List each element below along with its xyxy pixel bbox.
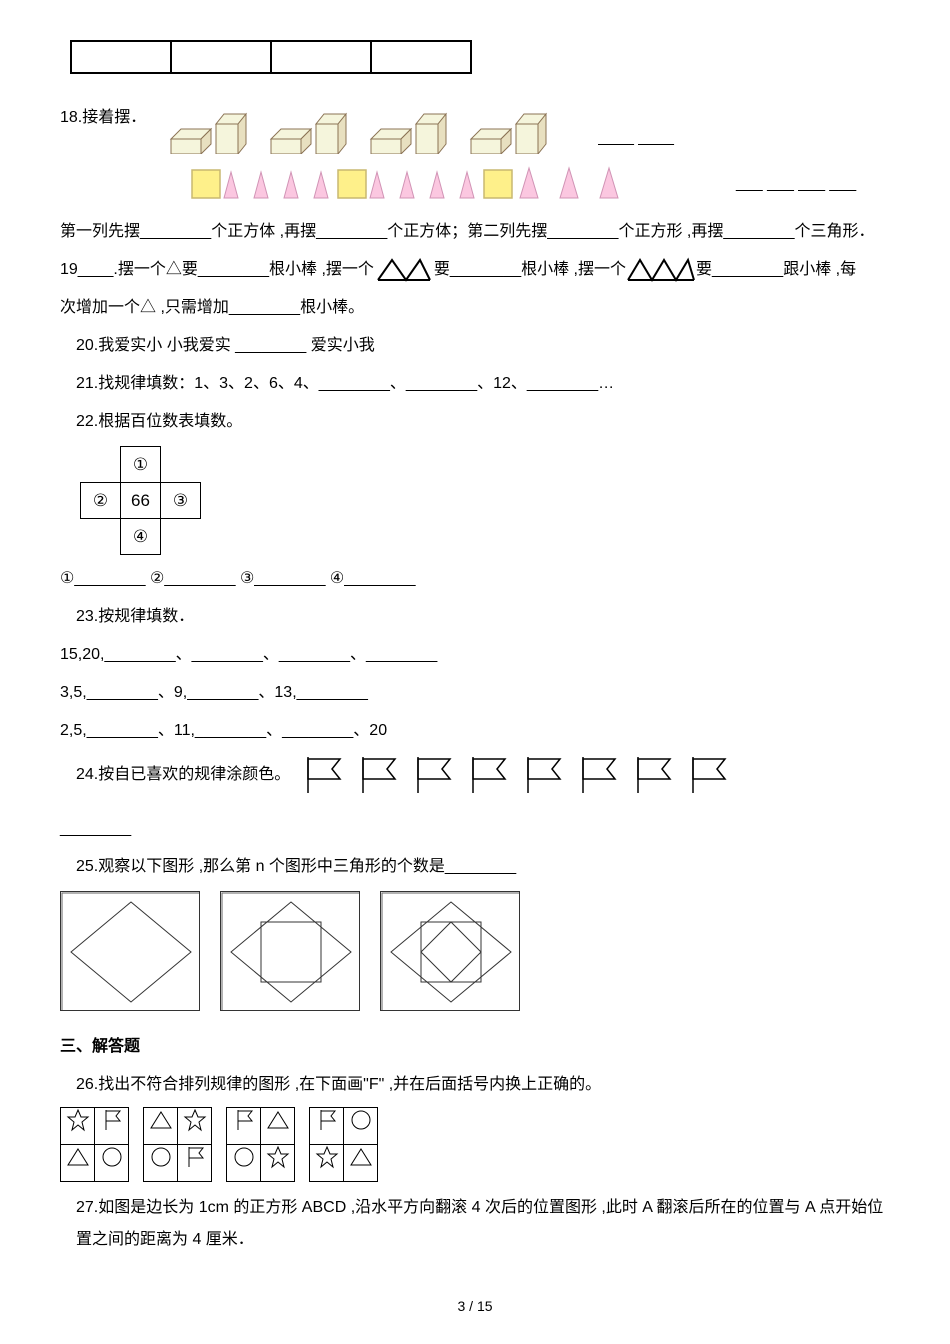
q22-answers: ①________ ②________ ③________ ④________: [60, 563, 890, 595]
two-triangle-icon: [374, 256, 434, 284]
g1c1: [61, 1108, 95, 1145]
q26-grids: [60, 1107, 890, 1182]
g4c2: [344, 1108, 378, 1145]
q25-fig3: [380, 891, 520, 1011]
q18-3d-shapes: [166, 84, 586, 154]
g2c1: [144, 1108, 178, 1145]
g2c4: [178, 1145, 212, 1182]
q19-line2: 次增加一个△ ,只需增加________根小棒。: [60, 292, 890, 324]
section3-title: 三、解答题: [60, 1031, 890, 1063]
page-number: 3 / 15: [0, 1298, 950, 1314]
q19: 19____.摆一个△要________根小棒 ,摆一个 要________根小…: [60, 254, 890, 286]
q20: 20.我爱实小 小我爱实 ________ 爱实小我: [60, 330, 890, 362]
cell-n2: ②: [81, 483, 121, 519]
cubes-svg: [166, 84, 586, 154]
grid-2: [143, 1107, 212, 1182]
q21: 21.找规律填数：1、3、2、6、4、________、________、12、…: [60, 368, 890, 400]
cell-n4: ④: [121, 519, 161, 555]
q22-title: 22.根据百位数表填数。: [60, 406, 890, 438]
q19-mid1: 要________根小棒 ,摆一个: [434, 254, 626, 286]
q18-row2: ___ ___ ___ ___: [190, 164, 890, 204]
q22-cross: ① ②66③ ④: [80, 446, 201, 555]
g4c3: [310, 1145, 344, 1182]
q19-prefix: 19____.摆一个△要________根小棒 ,摆一个: [60, 254, 374, 286]
g2c3: [144, 1145, 178, 1182]
q23-l1: 15,20,________、________、________、_______…: [60, 639, 890, 671]
g3c4: [261, 1145, 295, 1182]
grid-1: [60, 1107, 129, 1182]
g3c2: [261, 1108, 295, 1145]
grid-4: [309, 1107, 378, 1182]
g3c3: [227, 1145, 261, 1182]
q25-fig2: [220, 891, 360, 1011]
q24-blank: ________: [60, 813, 890, 845]
q18-dash2: ___ ___ ___ ___: [736, 168, 856, 200]
g3c1: [227, 1108, 261, 1145]
q23-title: 23.按规律填数．: [60, 601, 890, 633]
cell-n3: ③: [161, 483, 201, 519]
g1c3: [61, 1145, 95, 1182]
g4c1: [310, 1108, 344, 1145]
g2c2: [178, 1108, 212, 1145]
flags-svg: [302, 753, 742, 797]
q25-figures: [60, 891, 890, 1011]
q17-blank-table: [70, 40, 472, 74]
g1c2: [95, 1108, 129, 1145]
q18-dash: ____ ____: [598, 122, 674, 154]
q24-row: 24.按自已喜欢的规律涂颜色。: [60, 753, 890, 797]
q27: 27.如图是边长为 1cm 的正方形 ABCD ,沿水平方向翻滚 4 次后的位置…: [60, 1192, 890, 1256]
q23-l2: 3,5,________、9,________、13,________: [60, 677, 890, 709]
cell-n1: ①: [121, 447, 161, 483]
q18-line2: 第一列先摆________个正方体 ,再摆________个正方体；第二列先摆_…: [60, 216, 890, 248]
flat-shapes-svg: [190, 164, 730, 204]
cell-center: 66: [121, 483, 161, 519]
q23-l3: 2,5,________、11,________、________、20: [60, 715, 890, 747]
three-triangle-icon: [626, 256, 696, 284]
q24-label: 24.按自已喜欢的规律涂颜色。: [60, 759, 290, 791]
grid-3: [226, 1107, 295, 1182]
q25-label: 25.观察以下图形 ,那么第 n 个图形中三角形的个数是________: [60, 851, 890, 883]
q18-row1: 18.接着摆．: [60, 84, 890, 154]
q19-mid2: 要________跟小棒 ,每: [696, 254, 856, 286]
q26-label: 26.找出不符合排列规律的图形 ,在下面画"F" ,并在后面括号内换上正确的。: [60, 1069, 890, 1101]
g1c4: [95, 1145, 129, 1182]
q18-label: 18.接着摆．: [60, 102, 146, 134]
q25-fig1: [60, 891, 200, 1011]
g4c4: [344, 1145, 378, 1182]
